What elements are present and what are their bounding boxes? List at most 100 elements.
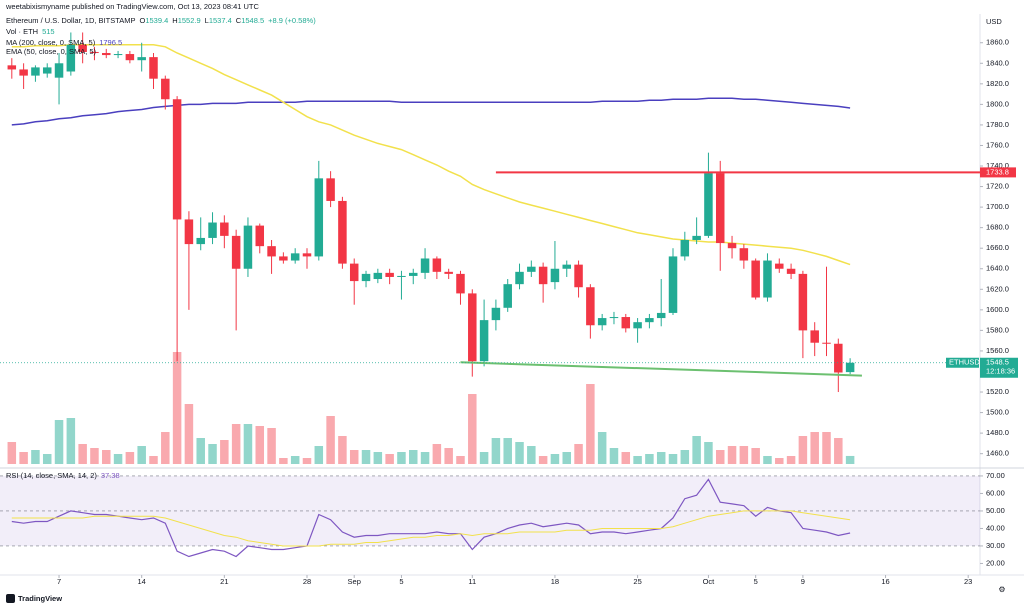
ohlc-key: H	[172, 16, 177, 25]
candle-body	[834, 343, 843, 373]
volume-bar	[515, 442, 524, 464]
candle-body	[503, 284, 512, 308]
rsi-value: 37.38	[101, 471, 120, 480]
candle-body	[432, 258, 442, 272]
candle-body	[727, 243, 737, 249]
symbol-label: ETHUSD	[949, 358, 980, 367]
volume-bar	[172, 352, 182, 464]
settings-icon[interactable]: ⚙	[998, 585, 1005, 594]
y-tick-label: 1840.0	[986, 58, 1009, 67]
y-tick-label: 20.00	[986, 558, 1005, 567]
candle-body	[692, 235, 701, 240]
volume-bar	[208, 444, 217, 464]
y-tick-label: 1640.0	[986, 264, 1009, 273]
candle-body	[290, 253, 300, 261]
indicator-name: EMA (50, close, 0, SMA, 5)	[6, 47, 97, 56]
y-tick-label: 1580.0	[986, 325, 1009, 334]
volume-bar	[763, 456, 772, 464]
x-tick-label: 11	[468, 577, 476, 586]
volume-bar	[137, 446, 146, 464]
volume-bar	[633, 456, 642, 464]
indicator-legend: EMA (50, close, 0, SMA, 5)	[6, 47, 97, 56]
candle-body	[645, 318, 654, 323]
candle-body	[66, 44, 76, 72]
volume-bar	[468, 394, 477, 464]
y-tick-label: 1700.0	[986, 202, 1009, 211]
candle-body	[196, 237, 205, 245]
volume-bar	[621, 452, 631, 464]
volume-bar	[444, 448, 453, 464]
volume-bar	[527, 446, 536, 464]
price-label: 1733.8	[986, 167, 1009, 176]
volume-bar	[102, 450, 111, 464]
volume-bar	[645, 454, 654, 464]
candle-body	[609, 317, 619, 319]
x-tick-label: 7	[57, 577, 61, 586]
x-tick-label: 14	[138, 577, 146, 586]
candle-body	[656, 312, 666, 319]
candle-body	[113, 54, 123, 56]
x-tick-label: 9	[801, 577, 805, 586]
candle-body	[704, 173, 713, 236]
volume-bar	[19, 452, 28, 464]
volume-bar	[538, 456, 548, 464]
volume-bar	[432, 444, 442, 464]
volume-bar	[668, 454, 678, 464]
volume-bar	[845, 455, 855, 464]
y-tick-label: 1680.0	[986, 223, 1009, 232]
last-price-box	[980, 357, 1018, 378]
candle-body	[444, 271, 453, 274]
candle-body	[137, 57, 146, 61]
rsi-legend: RSI (14, close, SMA, 14, 2) 37.38	[6, 471, 120, 480]
volume-bar	[834, 438, 843, 464]
y-tick-label: 1780.0	[986, 120, 1009, 129]
x-tick-label: Oct	[703, 577, 716, 586]
volume-bar	[503, 438, 512, 464]
symbol-label-box	[946, 357, 979, 368]
rsi-name: RSI (14, close, SMA, 14, 2)	[6, 471, 97, 480]
candle-body	[42, 67, 52, 74]
x-tick-label: Sep	[348, 577, 361, 586]
y-unit: USD	[986, 17, 1002, 26]
brand: TradingView	[18, 594, 62, 603]
y-tick-label: 50.00	[986, 506, 1005, 515]
x-tick-label: 23	[964, 577, 972, 586]
candle-body	[172, 99, 182, 220]
candle-body	[361, 273, 371, 282]
volume-bar	[113, 454, 123, 464]
candle-body	[515, 271, 524, 285]
y-tick-label: 1620.0	[986, 284, 1009, 293]
indicator-value: 1796.5	[99, 38, 122, 47]
candle-body	[78, 44, 87, 52]
candle-body	[751, 260, 760, 298]
volume-bar	[231, 424, 241, 464]
volume-bar	[349, 450, 359, 464]
y-tick-label: 1600.0	[986, 305, 1009, 314]
volume-bar	[7, 442, 17, 464]
last-price-label: 1548.5	[986, 358, 1009, 367]
y-tick-label: 1500.0	[986, 408, 1009, 417]
candle-body	[810, 330, 819, 343]
volume-bar	[42, 454, 52, 464]
volume-bar	[78, 444, 87, 464]
candle-body	[739, 248, 749, 261]
volume-bar	[361, 450, 371, 464]
volume-bar	[290, 456, 300, 464]
moving-average-line	[11, 44, 851, 266]
ohlc-key: L	[205, 16, 209, 25]
candle-body	[208, 222, 217, 238]
volume-bar	[279, 458, 288, 464]
candle-body	[562, 264, 571, 269]
candle-body	[220, 222, 229, 236]
volume-bar	[656, 452, 666, 464]
y-tick-label: 1480.0	[986, 428, 1009, 437]
change: +8.9 (+0.58%)	[268, 16, 316, 25]
y-tick-label: 1820.0	[986, 79, 1009, 88]
ohlc-value: 1548.5	[241, 16, 264, 25]
candle-body	[326, 178, 335, 201]
volume-bar	[550, 454, 560, 464]
volume-bar	[302, 458, 312, 464]
volume-bar	[727, 446, 737, 464]
volume-bar	[562, 452, 571, 464]
